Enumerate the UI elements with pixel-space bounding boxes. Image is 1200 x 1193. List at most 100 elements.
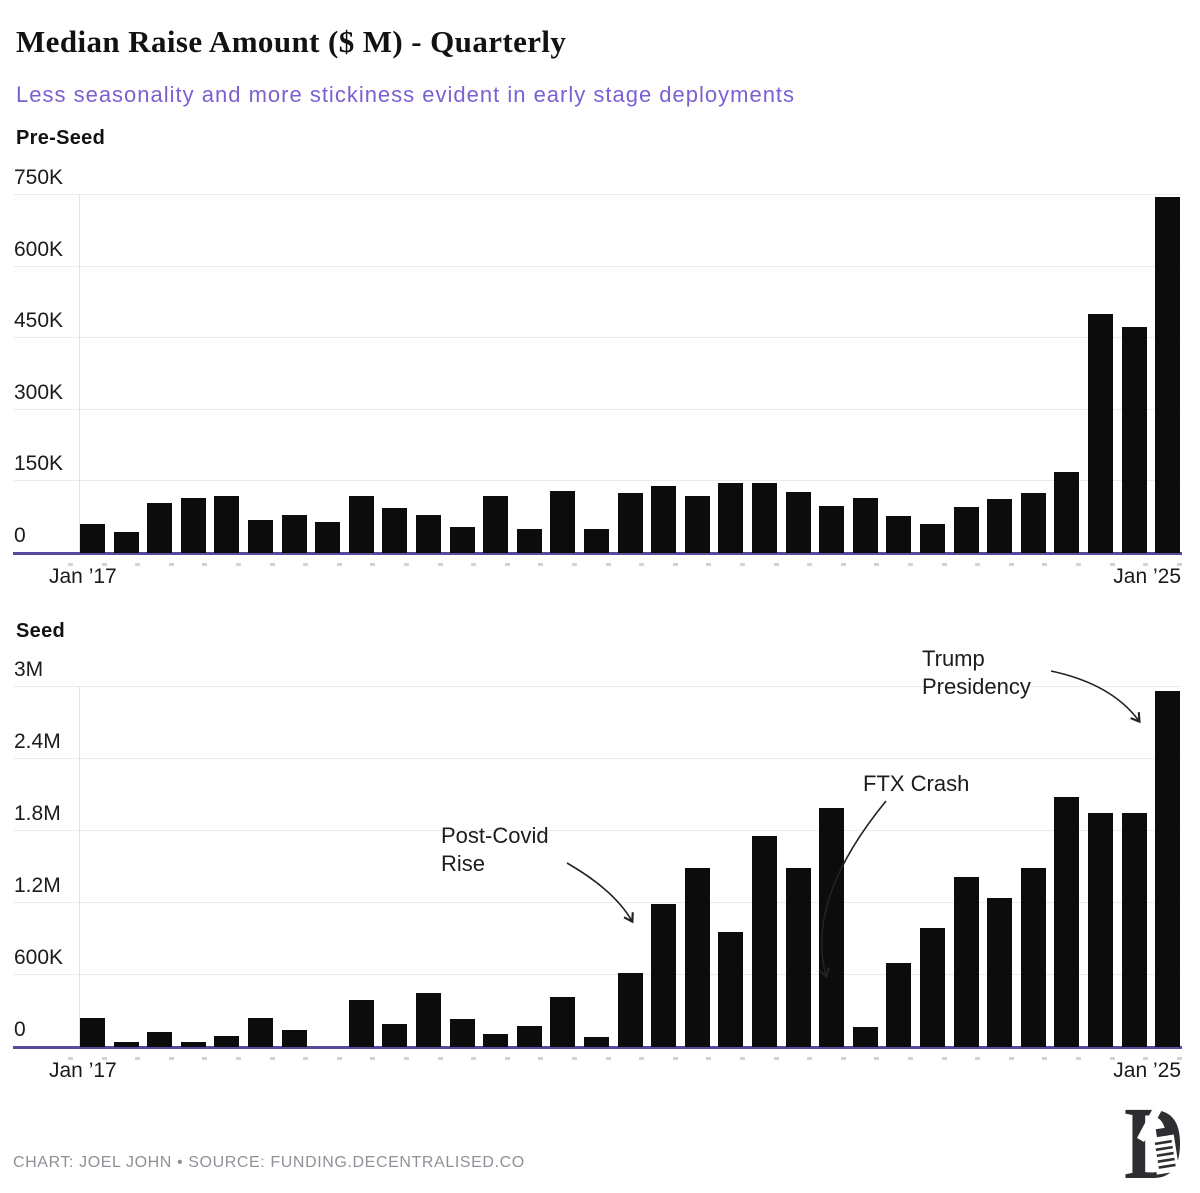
pre-seed-x-axis-label-start: Jan ’17 bbox=[49, 565, 117, 588]
quarter-tick bbox=[874, 1057, 880, 1060]
quarter-tick bbox=[269, 563, 275, 566]
quarter-tick bbox=[303, 1057, 309, 1060]
bar bbox=[483, 495, 509, 553]
bar bbox=[987, 898, 1013, 1047]
y-tick-label: 2.4M bbox=[14, 730, 61, 753]
quarter-tick bbox=[605, 1057, 611, 1060]
bar bbox=[718, 931, 744, 1047]
bar bbox=[416, 514, 441, 553]
gridline bbox=[14, 686, 1181, 687]
bar bbox=[516, 529, 542, 553]
quarter-tick bbox=[941, 1057, 947, 1060]
bar bbox=[920, 524, 945, 553]
bar bbox=[416, 993, 441, 1047]
quarter-tick bbox=[975, 563, 981, 566]
quarter-tick bbox=[269, 1057, 275, 1060]
quarter-tick bbox=[538, 1057, 544, 1060]
bar bbox=[80, 1018, 105, 1047]
quarter-tick bbox=[840, 563, 846, 566]
quarter-tick bbox=[202, 563, 208, 566]
footer-credit: CHART: JOEL JOHN • SOURCE: FUNDING.DECEN… bbox=[13, 1154, 525, 1171]
bar bbox=[785, 868, 811, 1047]
gridline bbox=[14, 265, 1181, 267]
bar bbox=[584, 1037, 609, 1047]
quarter-tick bbox=[807, 563, 813, 566]
quarter-tick bbox=[68, 1057, 73, 1060]
quarter-tick bbox=[740, 1057, 745, 1060]
bar bbox=[785, 491, 811, 553]
bar bbox=[214, 1035, 240, 1047]
quarter-tick bbox=[605, 563, 611, 566]
quarter-tick bbox=[303, 563, 309, 566]
bar bbox=[1054, 472, 1080, 553]
seed-x-axis-label-start: Jan ’17 bbox=[49, 1059, 117, 1082]
y-tick-label: 0 bbox=[14, 1018, 26, 1041]
quarter-tick bbox=[975, 1057, 981, 1060]
quarter-tick bbox=[740, 563, 745, 566]
bar bbox=[920, 928, 945, 1047]
quarter-tick bbox=[404, 563, 409, 566]
quarter-tick bbox=[1143, 1057, 1149, 1060]
quarter-tick bbox=[639, 563, 645, 566]
quarter-tick bbox=[101, 563, 107, 566]
axis-baseline bbox=[13, 1046, 1182, 1049]
bar bbox=[147, 502, 173, 553]
bar bbox=[1054, 797, 1080, 1047]
quarter-tick bbox=[941, 563, 947, 566]
quarter-tick bbox=[1176, 563, 1182, 566]
quarter-tick bbox=[504, 1057, 510, 1060]
quarter-tick bbox=[874, 563, 880, 566]
bar bbox=[382, 1023, 408, 1047]
quarter-tick bbox=[370, 563, 376, 566]
gridline bbox=[14, 830, 1181, 831]
y-axis-line bbox=[79, 195, 80, 553]
bar bbox=[1020, 868, 1046, 1047]
gridline bbox=[14, 974, 1181, 975]
bar bbox=[147, 1032, 173, 1047]
quarter-tick bbox=[1076, 563, 1081, 566]
quarter-tick bbox=[135, 563, 141, 566]
pre-seed-x-axis-label-end: Jan ’25 bbox=[1113, 565, 1181, 588]
gridline bbox=[14, 758, 1181, 759]
gridline bbox=[14, 408, 1181, 410]
quarter-tick bbox=[538, 563, 544, 566]
annotation-text: FTX Crash bbox=[863, 771, 970, 796]
quarter-tick bbox=[672, 563, 678, 566]
bar bbox=[248, 1018, 273, 1047]
gridline bbox=[14, 337, 1181, 339]
quarter-tick bbox=[572, 563, 577, 566]
pre-seed-chart-title: Pre-Seed bbox=[16, 127, 106, 149]
quarter-tick bbox=[572, 1057, 577, 1060]
quarter-tick bbox=[706, 1057, 712, 1060]
bar bbox=[248, 519, 273, 553]
quarter-tick bbox=[1109, 563, 1115, 566]
bar bbox=[449, 526, 475, 553]
bar bbox=[886, 963, 912, 1047]
decentralised-logo-icon: D bbox=[1124, 1100, 1184, 1190]
quarter-tick bbox=[773, 563, 779, 566]
quarter-tick bbox=[1076, 1057, 1081, 1060]
bar bbox=[550, 490, 576, 553]
quarter-tick bbox=[908, 563, 913, 566]
bar bbox=[80, 524, 105, 553]
quarter-tick bbox=[236, 1057, 241, 1060]
bar bbox=[180, 1042, 206, 1047]
bar bbox=[348, 1000, 374, 1047]
bar bbox=[1121, 813, 1147, 1047]
axis-baseline bbox=[13, 552, 1182, 555]
quarter-tick bbox=[1008, 563, 1014, 566]
y-tick-label: 1.8M bbox=[14, 802, 61, 825]
y-tick-label: 0 bbox=[14, 524, 26, 547]
bar bbox=[1088, 813, 1113, 1047]
quarter-tick bbox=[168, 563, 174, 566]
bar bbox=[281, 514, 307, 553]
gridline bbox=[14, 480, 1181, 482]
annotation-text: Rise bbox=[441, 851, 486, 876]
bar bbox=[214, 495, 240, 553]
gridline bbox=[14, 194, 1181, 195]
bar bbox=[315, 521, 341, 553]
y-tick-label: 600K bbox=[14, 237, 64, 261]
y-tick-label: 300K bbox=[14, 380, 64, 404]
bar bbox=[953, 507, 979, 553]
